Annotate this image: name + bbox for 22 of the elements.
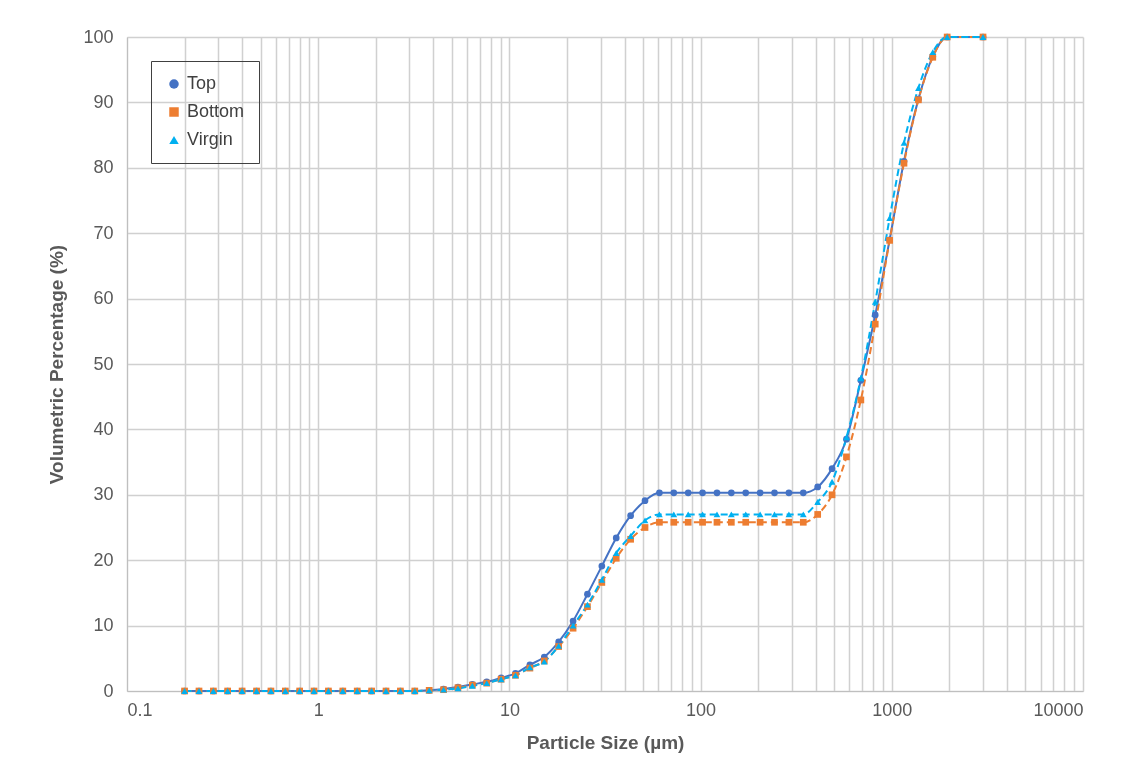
y-axis-title: Volumetric Percentage (%) [46,244,68,485]
y-tick-label: 20 [93,549,114,570]
y-tick-label: 0 [103,680,114,701]
legend-label: Bottom [187,101,245,121]
x-axis-title: Particle Size (µm) [526,731,685,753]
x-tick-label: 100 [686,699,717,720]
y-tick-label: 80 [93,157,114,178]
x-tick-label: 10 [499,699,520,720]
x-tick-label: 1000 [872,699,913,720]
x-tick-label: 0.1 [127,699,153,720]
legend-label: Virgin [187,129,233,149]
x-tick-label: 10000 [1033,699,1084,720]
legend-label: Top [187,73,217,93]
y-tick-label: 60 [93,288,114,309]
y-tick-label: 30 [93,484,114,505]
y-tick-label: 100 [83,26,114,47]
y-tick-label: 10 [93,615,114,636]
y-tick-label: 90 [93,91,114,112]
y-tick-label: 70 [93,222,114,243]
x-tick-label: 1 [313,699,324,720]
y-tick-label: 40 [93,418,114,439]
y-tick-label: 50 [93,353,114,374]
